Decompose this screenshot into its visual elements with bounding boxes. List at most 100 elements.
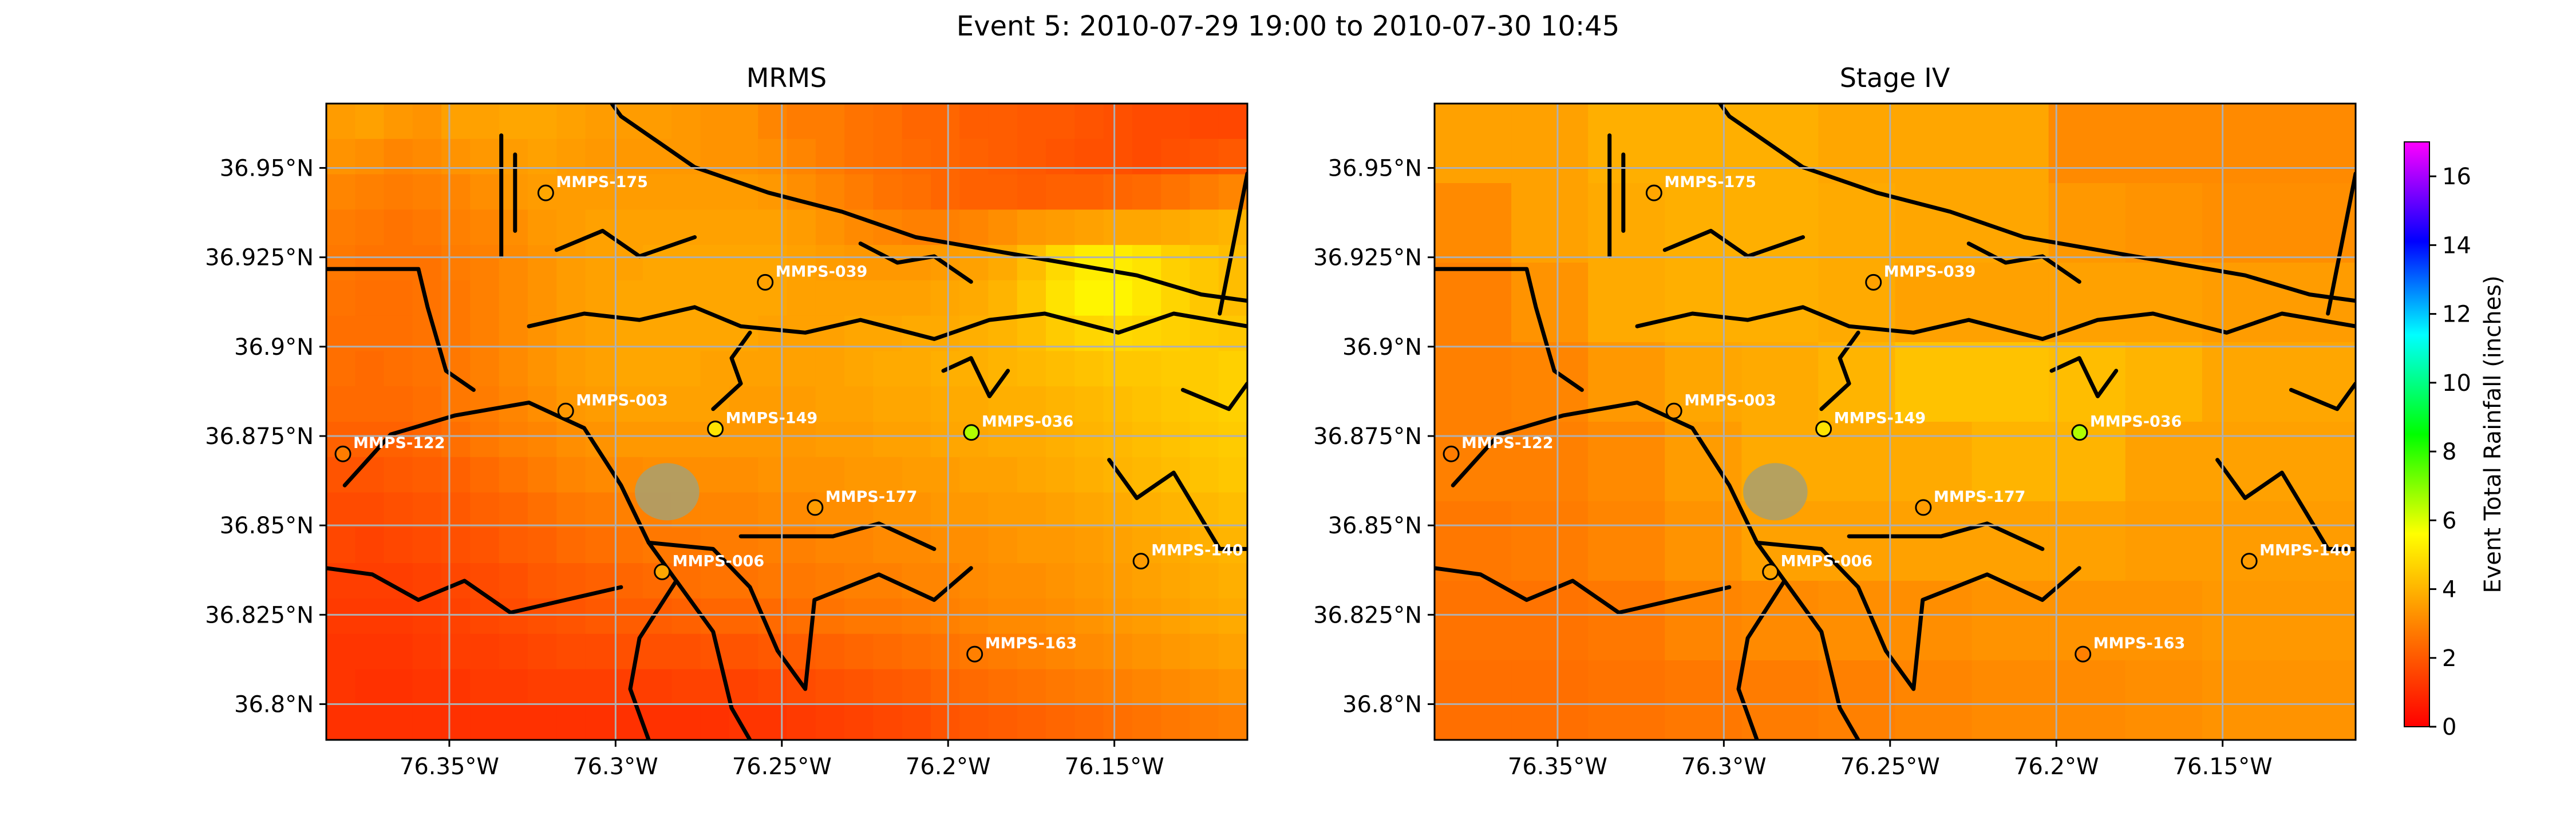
grid-cell [441, 457, 471, 493]
grid-cell [1017, 492, 1046, 528]
gauge-marker [1915, 499, 1932, 516]
grid-cell [988, 422, 1018, 458]
grid-cell [844, 492, 874, 528]
grid-cell [1017, 104, 1046, 140]
grid-cell [1435, 342, 1512, 422]
grid-cell [1046, 457, 1075, 493]
grid-cell [1132, 174, 1161, 210]
grid-cell [1046, 104, 1075, 140]
grid-cell [326, 633, 355, 670]
colorbar-tick-label: 10 [2442, 370, 2471, 397]
map-title-stage-iv: Stage IV [1840, 62, 1950, 93]
grid-cell [1161, 598, 1191, 635]
grid-cell [384, 209, 413, 245]
grid-cell [902, 386, 931, 422]
grid-cell [1132, 633, 1161, 670]
grid-cell [1161, 174, 1191, 210]
grid-cell [355, 138, 385, 175]
lon-tick-label: 76.35°W [1508, 754, 1607, 780]
grid-cell [729, 457, 758, 493]
grid-cell [988, 315, 1018, 352]
map-title-mrms: MRMS [746, 62, 827, 93]
axis-ticks: 36.95°N 36.925°N 36.9°N 36.875°N 36.85°N 36.8… [1313, 155, 2273, 780]
coastline [1819, 330, 1860, 411]
grid-cell [1511, 104, 1589, 184]
grid-cell [959, 563, 989, 599]
grid-cell [815, 633, 845, 670]
colorbar-ticks: 0 2 4 6 8 10 12 14 16 [2429, 164, 2471, 740]
grid-cell [1046, 280, 1075, 316]
grid-cell [384, 633, 413, 670]
grid-cell [1218, 633, 1247, 670]
grid-cell [2125, 183, 2203, 263]
grid-cell [326, 528, 355, 564]
grid-cell [700, 245, 730, 281]
grid-cell [643, 315, 672, 352]
gauge-marker [757, 274, 774, 291]
grid-cell [2202, 183, 2279, 263]
grid-cell [1190, 209, 1219, 245]
lat-tick-label: 36.925°N [205, 245, 314, 271]
grid-cell [729, 598, 758, 635]
grid-cell [671, 386, 701, 422]
grid-cell [902, 138, 931, 175]
grid-cell [412, 704, 442, 740]
gauge-marker [2071, 424, 2088, 441]
gauge-layer: MMPS-175 MMPS-039 MMPS-003 MMPS-149 MMPS-036… [334, 173, 1243, 663]
grid-cell [959, 104, 989, 140]
lat-tick-label: 36.8°N [1342, 692, 1422, 718]
grid-cell [326, 351, 355, 387]
grid-cell [1074, 598, 1104, 635]
grid-cell [902, 104, 931, 140]
grid-cell [527, 209, 557, 245]
coastline [2215, 458, 2356, 551]
grid-cell [2278, 581, 2356, 661]
grid-cell [1161, 492, 1191, 528]
lon-tick-label: 76.3°W [573, 754, 658, 780]
grid-cell [643, 351, 672, 387]
grid-cell [1046, 386, 1075, 422]
grid-cell [585, 669, 615, 705]
grid-cell [1511, 501, 1589, 581]
grid-cell [1218, 104, 1247, 140]
grid-cell [585, 209, 615, 245]
grid-cell [700, 209, 730, 245]
grid-cell [499, 492, 528, 528]
grid-cell [355, 598, 385, 635]
grid-cell [384, 528, 413, 564]
grid-cell [441, 669, 471, 705]
grid-cell [470, 704, 500, 740]
colorbar-tick-label: 8 [2442, 439, 2456, 465]
grid-cell [326, 704, 355, 740]
coastline [342, 401, 678, 740]
grid-cell [959, 598, 989, 635]
grid-cell [527, 457, 557, 493]
grid-cell [384, 704, 413, 740]
grid-cell [441, 633, 471, 670]
grid-cell [1511, 581, 1589, 661]
grid-cell [326, 598, 355, 635]
grid-cell [844, 174, 874, 210]
grid-cell [787, 386, 816, 422]
grid-cell [873, 669, 903, 705]
gauge-label: MMPS-177 [1934, 488, 2026, 506]
grid-cell [2125, 422, 2203, 502]
gauge-label: MMPS-175 [556, 173, 648, 191]
grid-cell [815, 245, 845, 281]
grid-cell [1132, 104, 1161, 140]
map-frame [1433, 102, 2357, 741]
grid-cell [930, 138, 960, 175]
gauge-label: MMPS-122 [353, 434, 445, 452]
grid-cell [1046, 492, 1075, 528]
grid-cell [844, 633, 874, 670]
grid-cell [2278, 183, 2356, 263]
grid-cell [1161, 351, 1191, 387]
grid-cell [2278, 263, 2356, 343]
gauge-label: MMPS-003 [1684, 391, 1776, 409]
grid-cell [1190, 598, 1219, 635]
grid-cell [671, 315, 701, 352]
gauge-label: MMPS-122 [1461, 434, 1554, 452]
grid-cell [1665, 183, 1742, 263]
grid-cell [384, 492, 413, 528]
grid-cell [470, 245, 500, 281]
